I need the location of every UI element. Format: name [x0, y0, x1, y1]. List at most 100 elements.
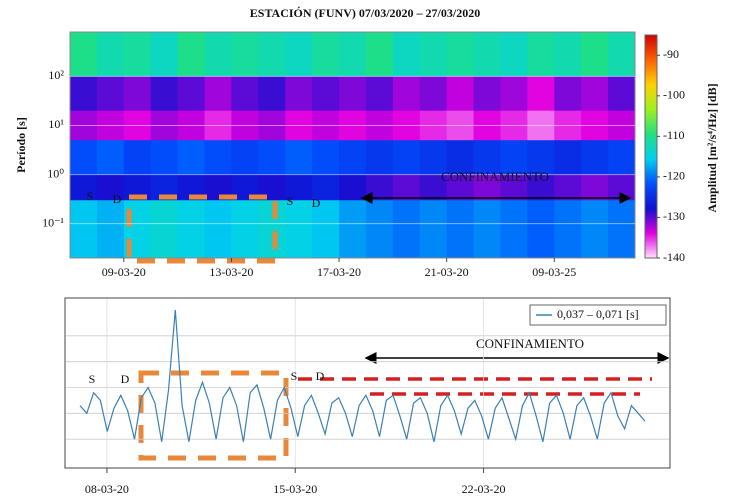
annotation: D [312, 196, 321, 210]
heat-cell [150, 32, 179, 77]
heat-cell [581, 140, 609, 176]
heat-cell [419, 76, 448, 112]
heat-cell [96, 200, 125, 258]
heat-cell [473, 76, 501, 112]
annotation: S [89, 372, 96, 386]
heat-cell [581, 32, 609, 77]
x-tick-label: 15-03-20 [273, 482, 317, 496]
heat-cell [123, 32, 152, 77]
colorbar-tick-label: -140 [663, 250, 685, 264]
heat-cell [392, 32, 421, 77]
heat-cell [608, 140, 635, 176]
heat-cell [608, 32, 635, 77]
heat-cell [581, 76, 609, 112]
annotation: D [113, 192, 122, 206]
heat-cell [446, 32, 475, 77]
annotation: S [87, 189, 94, 203]
heat-cell [204, 140, 232, 176]
colorbar-tick-label: -130 [663, 209, 685, 223]
annotation: CONFINAMIENTO [441, 169, 549, 184]
heat-cell [204, 32, 232, 77]
heat-cell [285, 200, 313, 258]
highlight-box [138, 370, 289, 461]
heat-cell [608, 174, 635, 201]
heat-cell [608, 76, 635, 112]
heat-cell [70, 32, 98, 77]
heat-cell [581, 174, 609, 201]
heat-cell [339, 32, 367, 77]
heat-cell [608, 200, 635, 258]
heat-cell [419, 32, 448, 77]
heat-cell [123, 76, 152, 112]
heat-cell [258, 32, 286, 77]
heat-cell [177, 140, 206, 176]
annotation: S [291, 369, 298, 383]
heat-cell [150, 200, 179, 258]
y-tick-label: 10⁻¹ [42, 215, 64, 229]
heat-cell [500, 200, 528, 258]
y-axis-label: Período [s] [14, 117, 28, 173]
panel-frame [64, 297, 671, 469]
heat-cell [204, 76, 232, 112]
heat-cell [392, 140, 421, 176]
heat-cell [473, 32, 501, 77]
heat-cell [231, 140, 259, 176]
heat-cell [392, 174, 421, 201]
heat-cell [285, 32, 313, 77]
annotation: D [121, 372, 130, 386]
heat-cell [312, 76, 340, 112]
heat-cell [339, 76, 367, 112]
heat-cell [312, 174, 340, 201]
heat-cell [554, 140, 582, 176]
heat-cell [392, 200, 421, 258]
heat-cell [285, 140, 313, 176]
heat-cell [96, 76, 125, 112]
heat-cell [312, 32, 340, 77]
annotation: S [287, 194, 294, 208]
heat-cell [177, 200, 206, 258]
heat-cell [500, 140, 528, 176]
spectrogram [70, 32, 635, 258]
legend-box [529, 304, 667, 326]
y-tick-label: 10¹ [48, 117, 64, 131]
heat-cell [339, 140, 367, 176]
heat-cell [70, 140, 98, 176]
x-tick-label: 09-03-20 [102, 265, 146, 279]
heat-cell [285, 174, 313, 201]
chart-title: ESTACIÓN (FUNV) 07/03/2020 – 27/03/2020 [250, 6, 480, 20]
legend-label: 0,037 – 0,071 [s] [557, 307, 639, 321]
annotation: CONFINAMIENTO [476, 336, 584, 351]
x-tick-label: 13-03-20 [209, 265, 253, 279]
heat-cell [258, 140, 286, 176]
heat-cell [231, 32, 259, 77]
heat-cell [365, 174, 394, 201]
heat-cell [96, 32, 125, 77]
colorbar-tick-label: -90 [663, 47, 679, 61]
overlay [126, 192, 670, 461]
heat-cell [150, 140, 179, 176]
heat-cell [285, 76, 313, 112]
heat-cell [177, 76, 206, 112]
colorbar-tick-label: -110 [663, 128, 685, 142]
heat-cell [96, 174, 125, 201]
heat-cell [123, 140, 152, 176]
heat-cell [554, 174, 582, 201]
heat-cell [150, 76, 179, 112]
heat-cell [527, 32, 555, 77]
series-line [79, 309, 646, 442]
heat-cell [500, 32, 528, 77]
x-tick-label: 21-03-20 [425, 265, 469, 279]
heat-cell [365, 200, 394, 258]
heat-cell [70, 200, 98, 258]
heat-cell [339, 200, 367, 258]
y-tick-label: 10⁰ [47, 166, 64, 180]
x-tick-label: 09-03-25 [532, 265, 576, 279]
heat-cell [500, 76, 528, 112]
heat-cell [446, 140, 475, 176]
heat-cell [258, 76, 286, 112]
heat-cell [473, 200, 501, 258]
heat-cell [554, 200, 582, 258]
heat-cell [365, 32, 394, 77]
heat-cell [446, 76, 475, 112]
heat-cell [365, 140, 394, 176]
